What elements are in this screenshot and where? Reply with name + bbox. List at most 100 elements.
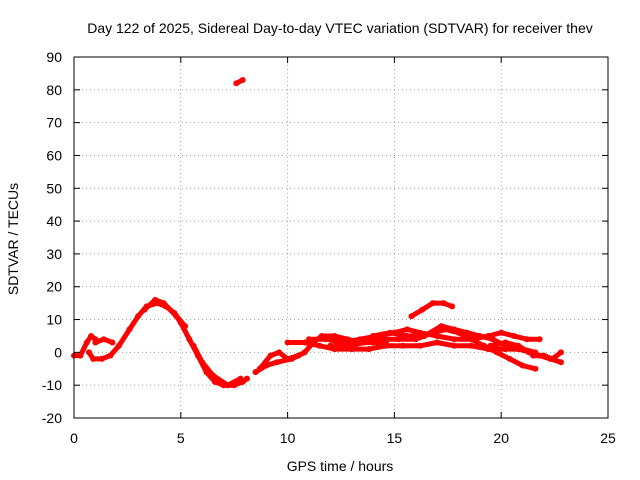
x-tick-label: 25 xyxy=(600,430,616,446)
x-axis-label: GPS time / hours xyxy=(287,458,394,474)
data-point xyxy=(316,342,323,349)
data-point xyxy=(515,342,522,349)
data-point xyxy=(404,326,411,333)
data-point xyxy=(276,349,283,356)
data-point xyxy=(295,352,302,359)
data-point xyxy=(370,333,376,339)
x-tick-label: 20 xyxy=(493,430,509,446)
data-point xyxy=(267,352,274,359)
data-point xyxy=(399,342,406,349)
data-point xyxy=(511,333,517,339)
data-point xyxy=(323,336,329,343)
data-point xyxy=(239,77,246,83)
data-point xyxy=(526,349,532,356)
x-tick-label: 15 xyxy=(387,430,403,446)
data-point xyxy=(301,339,308,346)
data-point xyxy=(481,342,488,349)
data-point xyxy=(506,355,513,362)
data-point xyxy=(284,339,291,346)
data-point xyxy=(549,355,556,362)
data-point xyxy=(476,333,483,339)
data-point xyxy=(451,342,458,349)
data-point xyxy=(440,300,447,307)
data-point xyxy=(404,333,411,339)
data-point xyxy=(88,333,95,339)
data-point xyxy=(83,339,90,346)
data-point xyxy=(284,355,291,362)
y-tick-label: -20 xyxy=(42,410,62,426)
data-point xyxy=(468,342,475,349)
data-point xyxy=(190,342,197,349)
data-point xyxy=(438,323,445,330)
x-tick-label: 0 xyxy=(70,430,78,446)
y-tick-label: 20 xyxy=(46,279,62,295)
data-point xyxy=(160,300,167,307)
plot-frame xyxy=(73,56,609,419)
x-tick-label: 5 xyxy=(177,430,185,446)
data-point xyxy=(306,336,312,343)
data-point xyxy=(502,339,509,346)
data-point xyxy=(331,333,338,339)
data-point xyxy=(244,375,250,382)
data-point xyxy=(98,355,105,362)
data-point xyxy=(327,342,334,349)
data-point xyxy=(536,336,543,343)
data-point xyxy=(77,352,84,359)
y-tick-label: -10 xyxy=(42,377,62,393)
data-point xyxy=(498,329,505,336)
data-point xyxy=(86,349,92,356)
data-point xyxy=(449,303,456,310)
data-point xyxy=(100,336,107,343)
data-point xyxy=(109,339,116,346)
data-point xyxy=(182,323,189,330)
data-point xyxy=(107,352,114,359)
data-point xyxy=(464,329,470,336)
data-point xyxy=(419,306,426,313)
data-point xyxy=(493,349,500,356)
data-point xyxy=(530,352,537,359)
data-point xyxy=(237,375,244,382)
y-tick-label: 40 xyxy=(46,213,62,229)
data-point xyxy=(256,365,263,372)
data-point xyxy=(387,329,394,336)
data-point xyxy=(273,359,280,366)
data-point xyxy=(141,306,148,313)
data-point xyxy=(126,326,133,333)
data-point xyxy=(115,342,122,349)
data-point xyxy=(378,336,385,343)
data-point xyxy=(135,313,142,320)
data-point xyxy=(382,342,389,349)
series-arc-15 xyxy=(530,349,564,362)
data-series xyxy=(71,77,564,389)
y-tick-label: 0 xyxy=(54,344,62,360)
data-point xyxy=(365,346,372,353)
data-point xyxy=(252,369,259,376)
data-point xyxy=(408,313,415,320)
data-point xyxy=(429,300,436,307)
data-point xyxy=(558,349,564,356)
data-point xyxy=(395,336,402,343)
data-point xyxy=(233,80,240,87)
y-tick-label: 50 xyxy=(46,180,62,196)
data-point xyxy=(344,342,351,349)
y-tick-label: 90 xyxy=(46,49,62,65)
y-tick-label: 80 xyxy=(46,82,62,98)
chart-title: Day 122 of 2025, Sidereal Day-to-day VTE… xyxy=(87,20,593,36)
data-point xyxy=(540,352,547,359)
y-tick-label: 30 xyxy=(46,246,62,262)
data-point xyxy=(209,372,216,379)
data-point xyxy=(519,362,526,369)
data-point xyxy=(434,339,441,346)
data-point xyxy=(558,359,564,366)
data-point xyxy=(224,382,231,389)
data-point xyxy=(152,296,159,303)
data-point xyxy=(301,349,308,356)
data-point xyxy=(451,336,458,343)
y-tick-label: 10 xyxy=(46,312,62,328)
grid-lines xyxy=(74,57,608,418)
data-point xyxy=(90,355,97,362)
data-point xyxy=(92,339,99,346)
axis-ticks: 0 5 10 15 20 25 -20 -10 0 10 20 30 40 50 60 70 80 90 xyxy=(42,49,616,446)
y-tick-label: 60 xyxy=(46,147,62,163)
data-point xyxy=(421,333,428,339)
